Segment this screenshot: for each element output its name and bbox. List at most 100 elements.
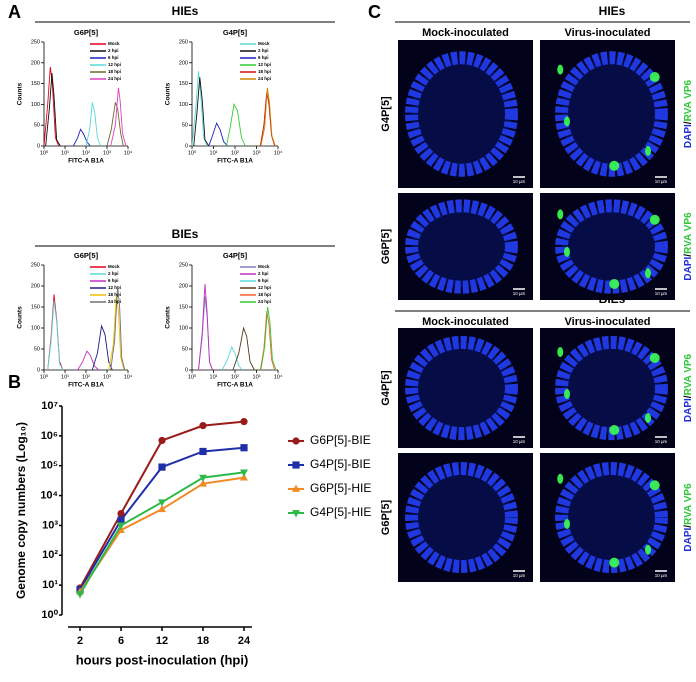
stain-part: /	[683, 395, 694, 398]
y-tick-label: 250	[31, 39, 40, 45]
marker	[199, 474, 207, 482]
y-axis-label: Genome copy numbers (Log₁₀)	[14, 422, 28, 599]
series-line	[208, 121, 228, 147]
x-tick-label: 10²	[231, 374, 239, 380]
series-line	[47, 294, 64, 371]
legend-label: Mock	[108, 41, 120, 46]
x-axis-label: hours post-inoculation (hpi)	[76, 652, 249, 667]
series-line	[79, 471, 245, 595]
x-tick-label: 10²	[231, 150, 239, 156]
legend-label: 18 hpi	[258, 292, 271, 297]
series-line	[79, 476, 245, 593]
y-tick-label: 100	[31, 102, 40, 108]
marker	[199, 479, 207, 487]
stain-part: /	[683, 525, 694, 528]
organoid	[405, 461, 518, 574]
panel-letter: A	[8, 2, 21, 22]
legend-label: 6 hpi	[108, 278, 119, 283]
row-label: G4P[5]	[380, 96, 392, 132]
legend-label: 12 hpi	[258, 285, 271, 290]
legend-label: 6 hpi	[108, 55, 119, 60]
stain-part: /	[683, 121, 694, 124]
y-tick-label: 0	[37, 367, 40, 373]
infected-cell	[645, 413, 651, 423]
marker	[292, 461, 300, 469]
group-heading: BIEs	[172, 227, 199, 241]
marker	[292, 510, 300, 518]
legend-label: 12 hpi	[258, 62, 271, 67]
x-tick-label: 10⁴	[274, 149, 283, 156]
y-tick-label: 200	[179, 283, 188, 289]
infected-cell	[557, 347, 564, 357]
y-tick-label: 10³	[42, 519, 58, 531]
stain-part: RVA VP6	[683, 212, 694, 254]
y-tick-label: 10¹	[42, 579, 58, 591]
x-tick-label: 10⁰	[188, 149, 197, 156]
infected-cell	[564, 389, 570, 399]
legend-label: 24 hpi	[258, 76, 271, 81]
series-line	[106, 102, 124, 147]
y-tick-label: 150	[179, 81, 188, 87]
y-tick-label: 10⁴	[40, 489, 58, 501]
series-line	[221, 345, 243, 371]
y-tick-label: 50	[182, 346, 188, 352]
infected-cell	[557, 473, 564, 484]
y-tick-label: 100	[31, 325, 40, 331]
series-line	[43, 66, 60, 147]
series-line	[260, 87, 276, 147]
scale-bar-label: 10 µm	[655, 291, 668, 296]
group-heading: HIEs	[172, 4, 199, 18]
row-label: G6P[5]	[380, 499, 392, 535]
legend-label: 24 hpi	[258, 299, 271, 304]
infected-cell	[645, 544, 651, 555]
chart-title: G4P[5]	[223, 251, 248, 260]
x-tick-label: 10²	[82, 150, 90, 156]
y-tick-label: 10²	[42, 549, 58, 561]
panel-letter: C	[368, 2, 381, 22]
scale-bar-label: 10 µm	[513, 439, 526, 444]
marker	[117, 516, 125, 524]
stain-label: DAPI/RVA VP6	[683, 483, 694, 552]
legend-label: 2 hpi	[258, 271, 269, 276]
stain-label: DAPI/RVA VP6	[683, 212, 694, 281]
legend-label: 2 hpi	[258, 48, 269, 53]
x-tick-label: 6	[118, 635, 124, 647]
series-line	[232, 326, 255, 371]
column-label: Mock-inoculated	[422, 316, 509, 328]
organoid	[555, 199, 668, 294]
legend-label: Mock	[258, 264, 270, 269]
marker	[292, 484, 300, 492]
organoid	[405, 51, 518, 177]
x-tick-label: 10⁴	[274, 373, 283, 380]
series-line	[47, 300, 64, 371]
stain-part: DAPI	[683, 256, 694, 280]
y-tick-label: 10⁷	[41, 400, 58, 412]
x-axis-label: FITC-A B1A	[217, 382, 253, 389]
series-line	[72, 128, 91, 147]
marker	[240, 418, 248, 426]
stain-label: DAPI/RVA VP6	[683, 79, 694, 148]
x-tick-label: 10⁴	[124, 149, 133, 156]
y-tick-label: 250	[31, 262, 40, 268]
legend-label: 6 hpi	[258, 55, 269, 60]
legend-label: G4P[5]-HIE	[310, 505, 371, 519]
infected-cell	[609, 160, 620, 171]
legend-label: Mock	[258, 41, 270, 46]
x-tick-label: 10¹	[61, 374, 69, 380]
x-tick-label: 10¹	[210, 150, 218, 156]
series-line	[77, 350, 99, 371]
column-label: Virus-inoculated	[565, 316, 651, 328]
marker	[199, 447, 207, 456]
legend-label: 24 hpi	[108, 76, 121, 81]
infected-cell	[609, 278, 620, 289]
y-tick-label: 50	[34, 346, 40, 352]
organoid	[555, 51, 668, 177]
series-line	[91, 324, 113, 371]
infected-cell	[564, 116, 570, 127]
organoid	[405, 199, 518, 294]
x-tick-label: 10⁴	[124, 373, 133, 380]
legend-label: G6P[5]-BIE	[310, 433, 371, 447]
legend-label: 18 hpi	[108, 292, 121, 297]
scale-bar-label: 10 µm	[513, 573, 526, 578]
infected-cell	[564, 518, 570, 529]
